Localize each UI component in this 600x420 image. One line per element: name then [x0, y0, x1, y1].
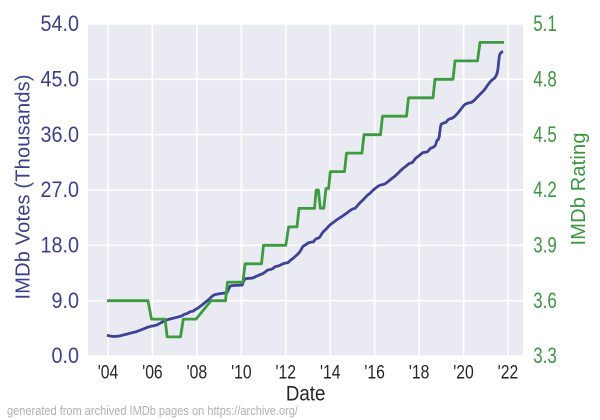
svg-text:4.8: 4.8 — [533, 67, 557, 92]
svg-text:'18: '18 — [409, 362, 430, 384]
svg-text:54.0: 54.0 — [41, 11, 80, 36]
svg-text:generated from archived IMDb p: generated from archived IMDb pages on ht… — [7, 403, 298, 418]
svg-text:3.3: 3.3 — [533, 343, 557, 368]
svg-text:0.0: 0.0 — [52, 343, 80, 368]
svg-text:36.0: 36.0 — [41, 122, 80, 147]
svg-text:5.1: 5.1 — [533, 11, 557, 36]
svg-text:IMDb Votes (Thousands): IMDb Votes (Thousands) — [13, 75, 35, 300]
svg-text:18.0: 18.0 — [41, 233, 80, 258]
svg-text:'20: '20 — [453, 362, 474, 384]
svg-text:3.6: 3.6 — [533, 288, 557, 313]
svg-text:'10: '10 — [231, 362, 252, 384]
svg-text:Date: Date — [286, 382, 326, 406]
svg-text:27.0: 27.0 — [41, 177, 80, 202]
svg-text:9.0: 9.0 — [52, 288, 80, 313]
svg-text:'08: '08 — [187, 362, 208, 384]
svg-text:'16: '16 — [364, 362, 385, 384]
svg-text:45.0: 45.0 — [41, 67, 80, 92]
svg-text:4.2: 4.2 — [533, 177, 557, 202]
svg-text:'22: '22 — [498, 362, 519, 384]
svg-text:'06: '06 — [142, 362, 163, 384]
svg-text:'12: '12 — [276, 362, 297, 384]
svg-text:3.9: 3.9 — [533, 233, 557, 258]
svg-text:'04: '04 — [98, 362, 119, 384]
svg-text:4.5: 4.5 — [533, 122, 557, 147]
svg-text:IMDb Rating: IMDb Rating — [568, 133, 590, 246]
svg-text:'14: '14 — [320, 362, 341, 384]
